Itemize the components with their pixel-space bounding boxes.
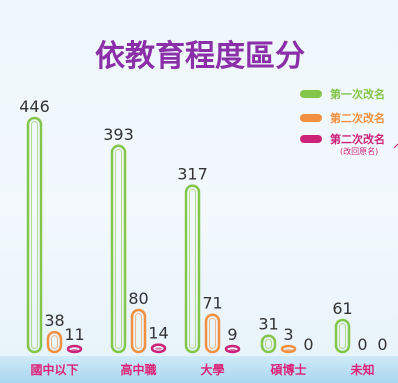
bar-inner-outline — [209, 317, 216, 349]
value-label: 80 — [128, 289, 148, 308]
value-label: 9 — [227, 325, 237, 344]
legend-label: 第一次改名 — [330, 87, 385, 101]
bar — [150, 343, 167, 354]
legend-label: 第二次改名 — [330, 132, 385, 146]
bar — [110, 144, 127, 354]
bar — [260, 334, 277, 354]
bar — [184, 184, 201, 354]
value-label: 71 — [202, 294, 222, 313]
bar — [26, 116, 43, 354]
category-label: 國中以下 — [30, 362, 78, 377]
bars-layer — [26, 116, 351, 354]
legend-pointer-line — [393, 143, 398, 149]
bar-inner-outline — [135, 313, 142, 350]
value-label: 61 — [332, 299, 352, 318]
value-label: 0 — [377, 335, 387, 354]
bar-inner-outline — [51, 335, 58, 349]
chart-title: 依教育程度區分 — [95, 39, 305, 74]
bar — [204, 313, 221, 354]
bar — [280, 344, 297, 354]
category-label: 碩博士 — [270, 362, 306, 377]
value-label: 11 — [64, 325, 84, 344]
legend-swatch — [300, 135, 322, 143]
category-band — [0, 356, 398, 383]
value-label: 14 — [148, 324, 168, 343]
bar — [66, 344, 83, 354]
legend-label: 第二次改名 — [330, 111, 385, 125]
value-label: 393 — [103, 125, 134, 144]
bar-inner-outline — [71, 349, 78, 351]
category-labels-layer: 國中以下 高中職 大學 碩博士 未知 — [30, 362, 374, 377]
value-label: 3 — [283, 325, 293, 344]
bar-inner-outline — [189, 188, 196, 349]
value-label: 446 — [19, 97, 50, 116]
legend-sublabel: (改回原名) — [340, 146, 378, 156]
bar-inner-outline — [115, 148, 122, 349]
bar-inner-outline — [339, 322, 346, 349]
bar — [224, 344, 241, 354]
bar-inner-outline — [155, 347, 162, 350]
value-label: 0 — [303, 335, 313, 354]
bar — [130, 308, 147, 354]
legend-swatch — [300, 114, 322, 122]
value-label: 38 — [44, 311, 64, 330]
legend-swatch — [300, 90, 322, 98]
value-label: 317 — [177, 165, 208, 184]
category-label: 未知 — [349, 362, 374, 377]
bar-inner-outline — [285, 349, 292, 351]
bar-inner-outline — [265, 338, 272, 349]
bar-inner-outline — [229, 349, 236, 351]
bar — [46, 330, 63, 354]
category-label: 高中職 — [120, 362, 156, 377]
bar-inner-outline — [31, 121, 38, 349]
bar — [334, 318, 351, 354]
value-label: 31 — [258, 315, 278, 334]
category-label: 大學 — [200, 362, 224, 377]
value-label: 0 — [357, 335, 367, 354]
